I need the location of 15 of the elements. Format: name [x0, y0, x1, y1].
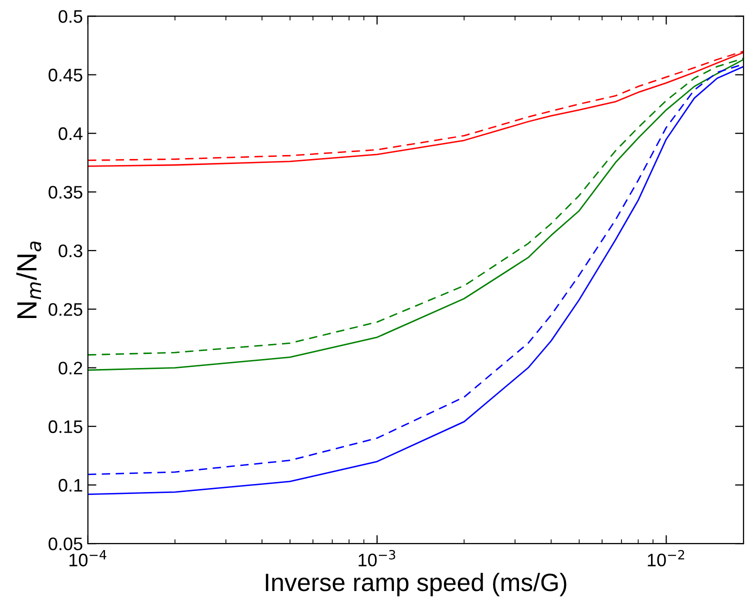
y-tick-label: 0.5 — [58, 10, 82, 23]
x-tick-label: 10$^{−3}$ — [358, 550, 396, 566]
y-tick-label: 0.4 — [58, 127, 83, 140]
y-tick-label: 0.05 — [48, 538, 82, 550]
x-tick-label: 10$^{−2}$ — [648, 550, 684, 566]
y-tick-label: 0.25 — [48, 303, 82, 316]
y-tick-label: 0.45 — [48, 68, 82, 82]
y-tick-label: 0.1 — [58, 478, 82, 492]
y-tick-label: 0.15 — [48, 420, 82, 434]
x-axis-title: Inverse ramp speed (ms/G) — [266, 572, 566, 596]
y-tick-label: 0.3 — [58, 244, 82, 258]
y-tick-label: 0.35 — [48, 186, 82, 199]
y-axis-title: N$_{m}$/N$_{a}$ — [16, 242, 42, 318]
x-tick-label: 10$^{−4}$ — [70, 550, 106, 566]
y-tick-label: 0.2 — [58, 362, 82, 374]
